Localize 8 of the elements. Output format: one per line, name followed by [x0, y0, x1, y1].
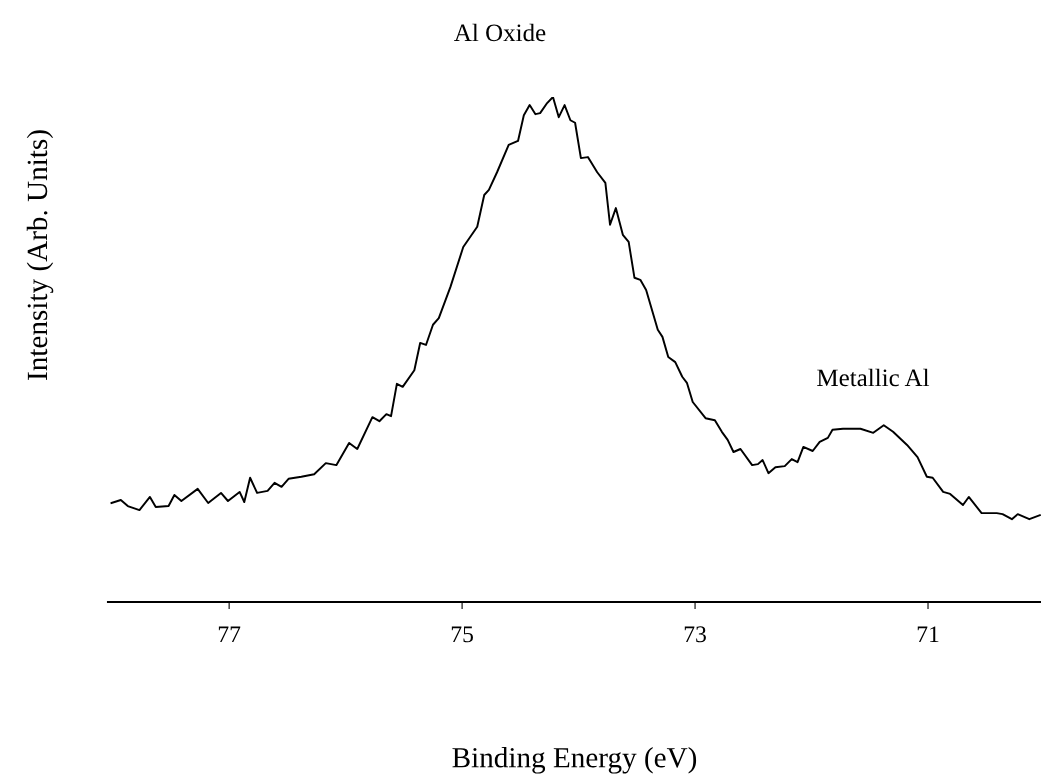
x-tick-label: 73	[684, 626, 706, 643]
x-tick-label: 71	[917, 626, 939, 642]
x-tick-label: 75	[451, 626, 473, 643]
text: Al Oxide	[454, 23, 546, 42]
annotation: Metallic Al	[817, 368, 930, 387]
x-axis-title: Binding Energy (eV)	[452, 747, 697, 774]
x-tick-label: 77	[218, 626, 241, 642]
y-axis-title: Intensity (Arb. Units)	[26, 130, 54, 380]
